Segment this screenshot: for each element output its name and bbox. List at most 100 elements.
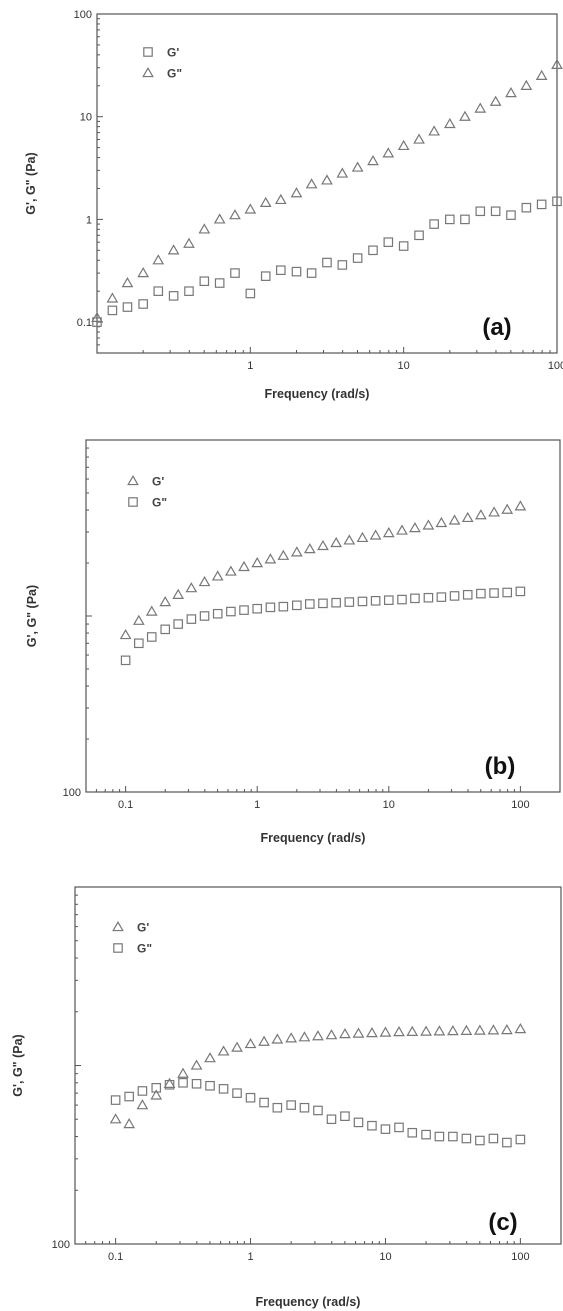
data-point-triangle — [213, 213, 226, 224]
plot-frame — [85, 439, 561, 793]
data-point-square — [191, 1078, 202, 1089]
data-point-triangle — [325, 1029, 338, 1040]
data-point-square — [245, 288, 256, 299]
data-point-triangle — [145, 605, 158, 616]
x-tick-label: 10 — [383, 799, 395, 811]
data-point-square — [337, 260, 348, 270]
chart-panel-2: 0.1 1 10 100 100 Frequency (rad/s) G', G" (Pa)… — [25, 439, 561, 845]
plot-frame — [96, 13, 558, 354]
data-point-square — [160, 624, 171, 635]
data-point-triangle — [501, 1024, 513, 1035]
data-point-square — [398, 241, 409, 251]
data-point-square — [265, 602, 276, 613]
data-point-square — [252, 603, 263, 614]
data-point-triangle — [551, 58, 563, 69]
series-0-points — [92, 196, 562, 327]
data-point-square — [357, 596, 368, 607]
data-point-triangle — [406, 1025, 419, 1036]
data-point-triangle — [396, 524, 408, 535]
data-point-square — [436, 592, 447, 602]
data-point-triangle — [435, 516, 448, 528]
data-point-triangle — [167, 244, 180, 255]
data-point-square — [367, 1120, 377, 1131]
data-point-triangle — [474, 102, 487, 113]
y-tick-label: 0.1 — [77, 317, 92, 329]
data-point-square — [199, 611, 210, 621]
data-point-square — [445, 214, 455, 225]
data-point-square — [299, 1102, 310, 1113]
x-tick-label: 0.1 — [118, 799, 133, 811]
data-point-square — [460, 214, 470, 225]
data-point-square — [407, 1127, 418, 1138]
data-point-square — [120, 655, 131, 666]
data-point-square — [134, 638, 144, 649]
data-point-square — [448, 1131, 458, 1142]
data-point-triangle — [351, 161, 364, 172]
data-point-triangle — [379, 1026, 392, 1037]
panel-label: (c) — [488, 1209, 517, 1236]
data-point-triangle — [443, 117, 456, 129]
data-point-triangle — [366, 1027, 378, 1038]
data-point-triangle — [109, 1113, 122, 1124]
x-axis-title: Frequency (rad/s) — [265, 387, 370, 401]
data-point-triangle — [487, 1024, 500, 1035]
data-point-triangle — [433, 1025, 446, 1036]
data-point-square — [278, 601, 289, 612]
data-point-triangle — [231, 1041, 243, 1052]
data-point-square — [306, 268, 317, 278]
data-point-square — [259, 1097, 269, 1108]
data-point-square — [122, 302, 133, 312]
data-point-square — [475, 206, 486, 217]
data-point-triangle — [514, 500, 527, 511]
data-point-triangle — [474, 1024, 486, 1035]
y-tick-label: 10 — [80, 112, 92, 124]
y-axis-title: G', G" (Pa) — [24, 152, 38, 214]
data-point-square — [173, 619, 184, 629]
legend-label: G" — [152, 496, 167, 510]
data-point-square — [515, 1134, 526, 1145]
data-point-square — [536, 199, 547, 210]
legend-label: G" — [167, 67, 182, 81]
y-tick-label: 100 — [74, 9, 92, 21]
data-point-square — [218, 1084, 229, 1094]
data-point-triangle — [238, 560, 250, 572]
data-point-triangle — [343, 534, 356, 545]
data-point-triangle — [393, 1025, 405, 1037]
data-point-triangle — [382, 147, 395, 158]
data-point-square — [383, 237, 394, 247]
data-point-square — [462, 589, 473, 600]
x-tick-label: 10 — [398, 360, 410, 372]
data-point-square — [146, 632, 157, 642]
legend-marker — [112, 920, 124, 932]
data-point-square — [515, 586, 526, 597]
data-point-square — [521, 202, 532, 213]
data-point-triangle — [274, 193, 287, 205]
data-point-triangle — [409, 522, 421, 533]
x-tick-label: 100 — [511, 1251, 529, 1263]
data-point-square — [326, 1114, 337, 1125]
data-point-square — [124, 1091, 134, 1102]
x-tick-label: 1 — [247, 1251, 253, 1263]
data-point-square — [322, 257, 332, 268]
data-point-triangle — [422, 519, 435, 530]
data-point-triangle — [303, 543, 316, 554]
data-point-triangle — [397, 139, 410, 151]
data-point-square — [153, 286, 164, 296]
panel-label: (a) — [482, 314, 511, 341]
data-point-square — [423, 592, 434, 603]
chart-panel-1: 1 10 100 0.1 1 10 100 Frequency (rad/s) G', G" (… — [24, 9, 563, 401]
legend-label: G' — [137, 921, 149, 935]
data-point-triangle — [428, 125, 440, 136]
data-point-triangle — [475, 509, 487, 520]
x-tick-label: 0.1 — [108, 1251, 123, 1263]
data-point-triangle — [251, 556, 264, 568]
data-point-square — [488, 1133, 499, 1144]
data-point-triangle — [312, 1030, 324, 1041]
data-point-square — [232, 1088, 242, 1098]
data-point-square — [502, 1137, 512, 1148]
data-point-square — [318, 598, 328, 609]
data-point-triangle — [330, 536, 343, 548]
data-point-triangle — [277, 549, 290, 560]
data-point-square — [292, 600, 302, 611]
data-point-square — [186, 614, 197, 624]
